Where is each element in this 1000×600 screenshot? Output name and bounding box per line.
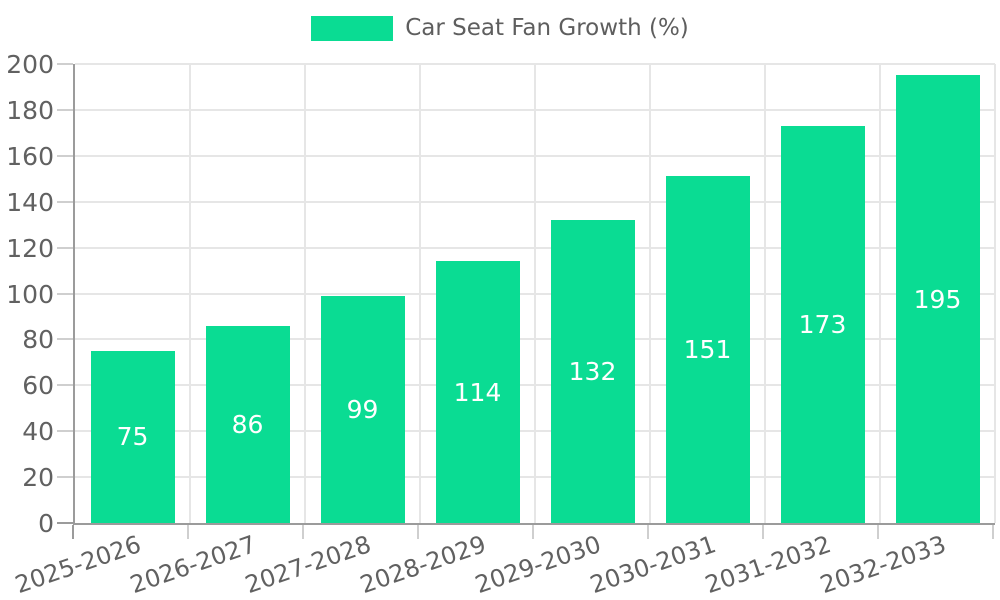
- x-gridline: [534, 64, 536, 523]
- bar: 86: [205, 325, 290, 523]
- x-tick-mark: [647, 525, 649, 539]
- x-gridline: [304, 64, 306, 523]
- y-tick-mark: [57, 292, 73, 295]
- bar-value-label: 173: [798, 309, 847, 339]
- x-tick-mark: [302, 525, 304, 539]
- bar: 114: [435, 261, 520, 523]
- bar-value-label: 114: [453, 377, 502, 407]
- x-tick-label: 2025-2026: [11, 530, 144, 600]
- x-tick-mark: [532, 525, 534, 539]
- x-tick-mark: [72, 525, 74, 539]
- bar-value-label: 86: [231, 409, 264, 439]
- y-tick-mark: [57, 154, 73, 157]
- bar-value-label: 99: [346, 394, 379, 424]
- bar-value-label: 132: [568, 357, 617, 387]
- y-tick-mark: [57, 338, 73, 341]
- x-tick-mark: [187, 525, 189, 539]
- y-tick-label: 180: [6, 95, 54, 125]
- y-tick-mark: [57, 63, 73, 65]
- x-gridline: [189, 64, 191, 523]
- legend-label: Car Seat Fan Growth (%): [405, 15, 689, 41]
- x-tick-label: 2031-2032: [701, 530, 834, 600]
- y-tick-label: 200: [6, 50, 54, 79]
- bar-value-label: 195: [913, 284, 962, 314]
- x-tick-label: 2027-2028: [241, 530, 374, 600]
- x-tick-mark: [762, 525, 764, 539]
- x-gridline: [994, 64, 996, 523]
- x-tick-label: 2029-2030: [471, 530, 604, 600]
- bar: 173: [780, 125, 865, 523]
- x-tick-label: 2028-2029: [356, 530, 489, 600]
- x-tick-label: 2030-2031: [586, 530, 719, 600]
- x-tick-mark: [877, 525, 879, 539]
- plot-area: 75 86 99 114 132 151 173 195: [73, 63, 996, 525]
- y-tick-mark: [57, 430, 73, 433]
- y-tick-mark: [57, 200, 73, 203]
- bar: 75: [90, 350, 175, 523]
- bar: 132: [550, 220, 635, 523]
- x-gridline: [649, 64, 651, 523]
- y-tick-label: 60: [22, 371, 54, 401]
- y-tick-mark: [57, 522, 73, 524]
- y-tick-label: 140: [6, 187, 54, 217]
- x-tick-mark: [992, 525, 994, 539]
- x-gridline: [419, 64, 421, 523]
- bar-value-label: 151: [683, 335, 732, 365]
- x-gridline: [879, 64, 881, 523]
- bar: 195: [895, 75, 980, 523]
- bar: 99: [320, 295, 405, 523]
- x-tick-label: 2026-2027: [126, 530, 259, 600]
- x-tick-mark: [417, 525, 419, 539]
- y-tick-label: 40: [22, 417, 54, 447]
- y-tick-label: 120: [6, 233, 54, 263]
- y-tick-label: 0: [38, 509, 54, 538]
- y-tick-mark: [57, 108, 73, 111]
- bar-value-label: 75: [116, 422, 149, 452]
- legend-swatch: [311, 16, 394, 41]
- y-tick-mark: [57, 246, 73, 249]
- y-tick-mark: [57, 384, 73, 387]
- bar: 151: [665, 176, 750, 523]
- y-tick-mark: [57, 476, 73, 479]
- y-tick-label: 100: [6, 279, 54, 309]
- y-tick-label: 160: [6, 141, 54, 171]
- y-tick-label: 80: [22, 325, 54, 355]
- x-gridline: [764, 64, 766, 523]
- y-tick-label: 20: [22, 463, 54, 493]
- legend: Car Seat Fan Growth (%): [0, 16, 1000, 41]
- x-tick-label: 2032-2033: [816, 530, 949, 600]
